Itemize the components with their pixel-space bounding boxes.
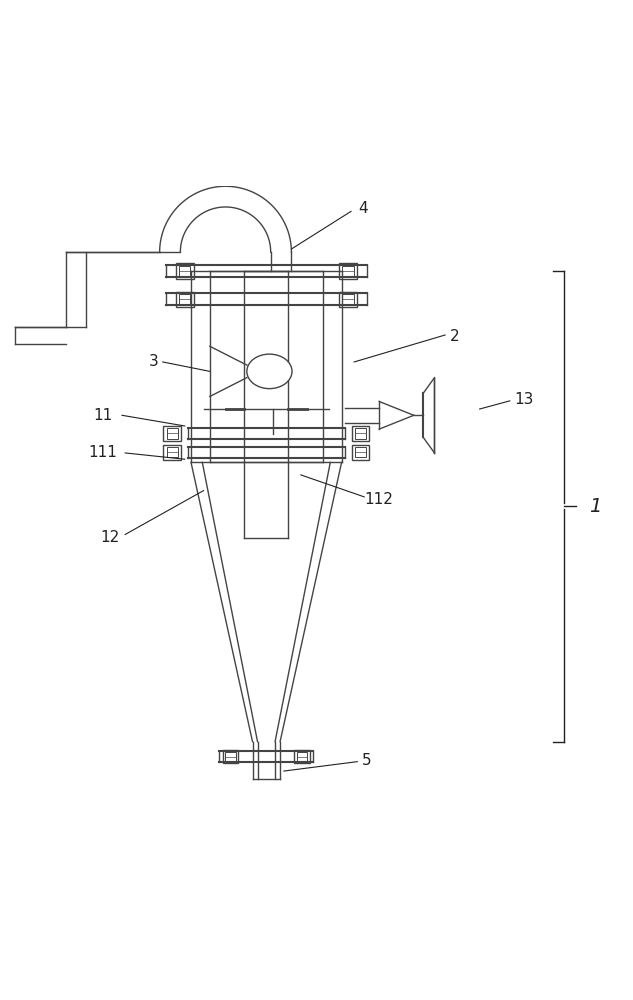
Text: 11: 11 [94, 408, 113, 423]
Bar [294, 750, 310, 763]
Ellipse shape [247, 354, 292, 389]
Bar [176, 292, 194, 307]
Text: 2: 2 [449, 329, 460, 344]
Bar [176, 263, 194, 279]
Bar [166, 447, 178, 457]
Bar [223, 750, 239, 763]
Text: 111: 111 [89, 445, 118, 460]
Bar [354, 447, 366, 457]
Bar [163, 426, 181, 441]
Bar [354, 428, 366, 439]
Text: 13: 13 [514, 392, 533, 407]
Text: 3: 3 [149, 354, 158, 369]
Bar [339, 263, 356, 279]
Bar [166, 428, 178, 439]
Bar [179, 266, 191, 276]
Text: 4: 4 [359, 201, 368, 216]
Bar [179, 294, 191, 304]
Text: 112: 112 [365, 492, 394, 507]
Bar [297, 752, 307, 761]
Text: 12: 12 [100, 530, 119, 545]
Bar [342, 266, 353, 276]
Bar [352, 426, 369, 441]
Bar [339, 292, 356, 307]
Bar [352, 445, 369, 460]
Bar [225, 752, 235, 761]
Bar [342, 294, 353, 304]
Bar [163, 445, 181, 460]
Text: 1: 1 [589, 497, 602, 516]
Text: 5: 5 [362, 753, 372, 768]
